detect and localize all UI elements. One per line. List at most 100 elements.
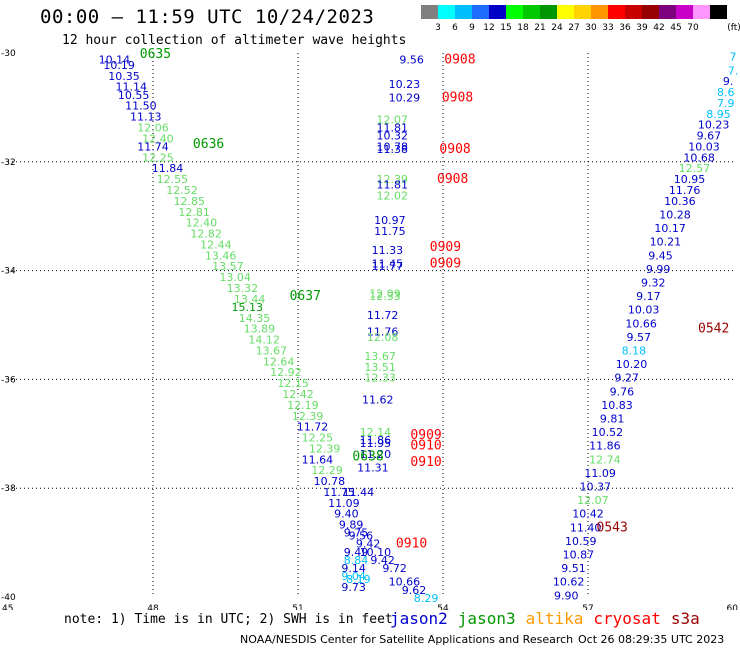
- pass-time-label: 0543: [597, 520, 628, 535]
- wave-height-label: 9.76: [610, 385, 635, 398]
- pass-time-label: 0636: [193, 137, 224, 152]
- wave-height-label: 9.45: [648, 249, 673, 262]
- y-tick-label: -30: [1, 49, 16, 59]
- scale-swatch: [438, 5, 455, 19]
- scale-swatch: [523, 5, 540, 19]
- wave-height-label: 9.75: [344, 527, 369, 540]
- wave-height-label: 12.02: [377, 189, 409, 202]
- wave-height-label: 11.40: [570, 521, 602, 534]
- wave-height-label: 9.14: [341, 562, 366, 575]
- scale-label: 36: [619, 23, 631, 33]
- scale-label: 42: [653, 23, 665, 33]
- plot-area: 45 48 51 54 57 60 -30 -32 -34 -36 -38 -40 10.1410.19…: [1, 47, 739, 610]
- scale-label: 9: [469, 23, 475, 33]
- wave-height-label: 12.14: [360, 426, 392, 439]
- wave-height-label: 10.37: [580, 480, 612, 493]
- x-tick-label: 51: [292, 604, 303, 610]
- scale-label: 45: [670, 23, 682, 33]
- scale-unit: (ft): [727, 23, 740, 33]
- wave-height-label: 9.72: [382, 562, 407, 575]
- wave-height-label: 11.64: [302, 453, 334, 466]
- wave-height-label: 9.57: [627, 331, 652, 344]
- legend-s3a: s3a: [670, 609, 700, 628]
- wave-height-label: 11.95: [360, 437, 392, 450]
- wave-height-label: 12.39: [377, 173, 409, 186]
- pass-time-label: 0908: [439, 142, 470, 157]
- wave-height-label: 8.19: [346, 573, 371, 586]
- wave-height-label: 10.20: [616, 358, 648, 371]
- scale-label: 27: [568, 23, 580, 33]
- wave-height-label: 9.99: [646, 263, 671, 276]
- pass-time-label: 0637: [290, 289, 321, 304]
- wave-height-label: 9.27: [614, 372, 639, 385]
- y-tick-label: -34: [1, 267, 16, 277]
- scale-label: 30: [585, 23, 597, 33]
- wave-height-label: 12.44: [200, 238, 232, 251]
- x-tick-label: 57: [582, 604, 593, 610]
- legend-jason3: jason3: [457, 609, 516, 628]
- wave-height-label: 12.52: [166, 184, 198, 197]
- wave-height-label: 10.03: [688, 140, 720, 153]
- wave-height-label: 13.89: [244, 323, 276, 336]
- wave-height-label: 10.32: [377, 130, 409, 143]
- y-tick-label: -38: [1, 484, 16, 494]
- wave-height-label: 10.68: [683, 151, 715, 164]
- scale-swatch: [455, 5, 472, 19]
- wave-height-label: 11.86: [589, 440, 621, 453]
- wave-height-label: 9.17: [636, 290, 661, 303]
- wave-height-label: 10.55: [118, 89, 150, 102]
- wave-height-label: 9.49: [344, 546, 369, 559]
- y-tick-label: -40: [1, 593, 16, 603]
- wave-height-label: 9.90: [554, 589, 579, 602]
- wave-height-label: 11.09: [328, 497, 360, 510]
- scale-label: 70: [687, 23, 699, 33]
- note-text: note: 1) Time is in UTC; 2) SWH is in fe…: [64, 612, 393, 627]
- wave-height-label: 13.32: [227, 282, 259, 295]
- wave-height-label: 13.46: [205, 249, 237, 262]
- wave-height-label: 11.75: [323, 486, 355, 499]
- timestamp-text: Oct 26 08:29:35 UTC 2023: [578, 633, 725, 646]
- wave-height-label: 11.75: [374, 225, 406, 238]
- pass-time-label: 0908: [444, 52, 475, 67]
- wave-height-label: 8.29: [414, 592, 439, 605]
- x-tick-label: 54: [437, 604, 449, 610]
- scale-swatch: [608, 5, 625, 19]
- scale-swatch: [574, 5, 591, 19]
- wave-height-label: 10.52: [592, 426, 624, 439]
- wave-height-label: 12.39: [292, 410, 324, 423]
- wave-height-label: 13.04: [219, 271, 251, 284]
- wave-height-label: 10.97: [374, 214, 406, 227]
- wave-height-label: 10.14: [99, 53, 131, 66]
- wave-height-label: 9.51: [561, 562, 586, 575]
- wave-height-label: 13.51: [364, 361, 396, 374]
- x-tick-label: 45: [2, 604, 13, 610]
- pass-time-label: 0910: [410, 455, 441, 470]
- scale-label: 3: [435, 23, 441, 33]
- scale-swatch: [693, 5, 710, 19]
- wave-height-label: 9.56: [349, 529, 374, 542]
- wave-height-label: 12.06: [137, 121, 169, 134]
- scale-swatch: [506, 5, 523, 19]
- wave-height-label: 12.07: [377, 113, 409, 126]
- wave-height-label: 10.87: [563, 548, 595, 561]
- wave-height-label: 12.33: [369, 290, 401, 303]
- scale-swatch: [472, 5, 489, 19]
- wave-height-label: 7.: [728, 64, 739, 77]
- scale-swatch: [642, 5, 659, 19]
- wave-height-label: 11.62: [362, 393, 394, 406]
- scale-label: 33: [602, 23, 614, 33]
- wave-height-label: 10.62: [553, 576, 585, 589]
- wave-height-label: 10.23: [389, 78, 421, 91]
- pass-time-label: 0909: [410, 428, 441, 443]
- wave-height-label: 11.84: [152, 162, 184, 175]
- wave-height-label: 10.36: [664, 195, 696, 208]
- pass-time-label: 0909: [430, 256, 461, 271]
- wave-height-label: 12.09: [369, 287, 401, 300]
- legend-cryosat: cryosat: [593, 609, 661, 628]
- wave-height-label: 11.76: [367, 325, 399, 338]
- wave-height-label: 9.42: [370, 554, 395, 567]
- wave-height-label: 10.66: [389, 576, 421, 589]
- wave-height-label: 12.33: [364, 372, 396, 385]
- wave-height-label: 9.32: [641, 276, 666, 289]
- scale-label: 24: [551, 23, 563, 33]
